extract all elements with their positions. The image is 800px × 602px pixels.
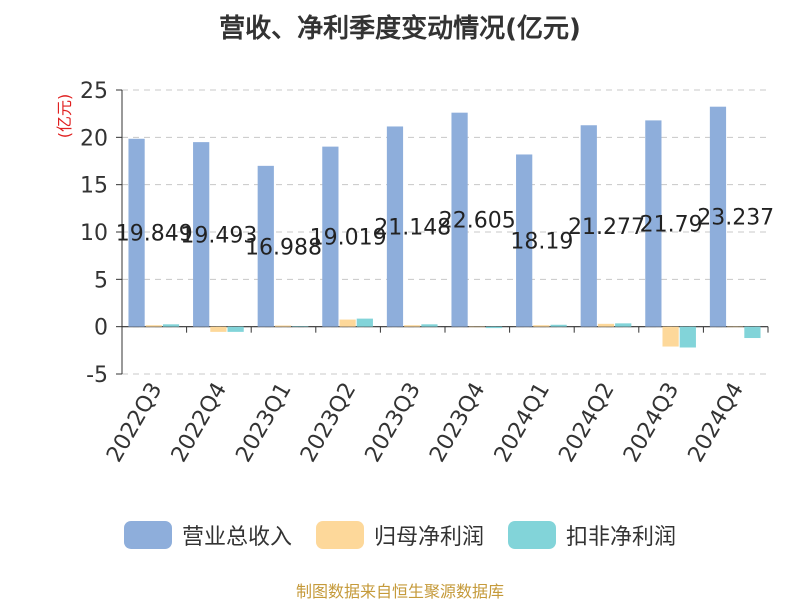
data-label: 19.849	[116, 222, 193, 247]
bar	[451, 112, 468, 327]
bar	[615, 323, 632, 327]
legend-label: 归母净利润	[373, 525, 484, 550]
bar	[597, 323, 615, 327]
bar	[162, 324, 180, 327]
data-label: 16.988	[245, 235, 322, 260]
data-label: 21.277	[568, 215, 645, 240]
y-tick-label: -5	[86, 363, 108, 388]
bar	[404, 325, 421, 327]
bar	[580, 125, 597, 327]
bar	[550, 324, 567, 327]
x-tick-label: 2023Q2	[296, 379, 361, 467]
x-tick-label: 2023Q3	[361, 379, 426, 467]
bar	[257, 165, 274, 327]
bar	[210, 326, 227, 332]
bar	[485, 326, 503, 329]
x-tick-label: 2023Q1	[231, 379, 296, 467]
bars	[128, 106, 761, 348]
chart-title: 营收、净利季度变动情况(亿元)	[219, 14, 581, 44]
bar	[679, 326, 696, 348]
y-tick-label: 0	[94, 316, 108, 341]
x-tick-label: 2023Q4	[425, 379, 490, 467]
legend-swatch	[123, 521, 172, 549]
y-tick-label: 25	[80, 79, 108, 104]
legend-item[interactable]: 营业总收入	[123, 519, 292, 551]
data-label: 19.019	[310, 226, 387, 251]
legend-swatch	[508, 521, 556, 549]
bar	[292, 326, 309, 327]
x-tick-label: 2022Q3	[102, 379, 167, 467]
data-label: 22.605	[439, 209, 516, 234]
bar	[386, 126, 404, 327]
bar	[274, 325, 292, 327]
bar	[339, 319, 356, 327]
bar	[128, 138, 145, 327]
x-tick-label: 2024Q3	[619, 379, 684, 467]
legend-item[interactable]: 扣非净利润	[508, 519, 676, 551]
x-tick-label: 2024Q2	[554, 379, 619, 467]
bar	[322, 146, 339, 327]
bar	[356, 318, 373, 327]
legend: 营业总收入 归母净利润 扣非净利润	[0, 518, 800, 552]
data-labels: 19.84919.49316.98819.01921.14822.60518.1…	[116, 206, 774, 261]
legend-item[interactable]: 归母净利润	[315, 519, 484, 551]
data-label: 21.148	[374, 216, 451, 241]
bar	[227, 326, 244, 332]
data-label: 18.19	[510, 230, 573, 255]
bar	[662, 326, 679, 347]
bar	[193, 142, 210, 327]
x-tick-label: 2022Q4	[167, 379, 232, 467]
bar	[421, 324, 438, 327]
legend-label: 营业总收入	[181, 525, 292, 550]
data-label: 19.493	[180, 223, 257, 248]
bar	[516, 154, 533, 327]
legend-label: 扣非净利润	[566, 525, 677, 550]
y-axis-label: (亿元)	[55, 94, 74, 139]
bar	[645, 120, 662, 327]
legend-swatch	[315, 521, 364, 549]
bar	[145, 325, 162, 327]
data-label: 21.79	[640, 213, 703, 238]
data-label: 23.237	[697, 206, 774, 231]
y-tick-label: 15	[80, 174, 108, 199]
x-tick-label: 2024Q1	[490, 379, 555, 467]
x-tick-label: 2024Q4	[684, 379, 749, 467]
bar	[744, 326, 761, 339]
bar	[709, 106, 727, 327]
bar	[468, 326, 485, 328]
bar	[533, 325, 550, 327]
source-note: 制图数据来自恒生聚源数据库	[295, 582, 504, 601]
y-tick-label: 20	[80, 126, 108, 151]
bar	[727, 326, 744, 328]
y-tick-label: 5	[94, 268, 108, 293]
y-tick-label: 10	[80, 221, 108, 246]
